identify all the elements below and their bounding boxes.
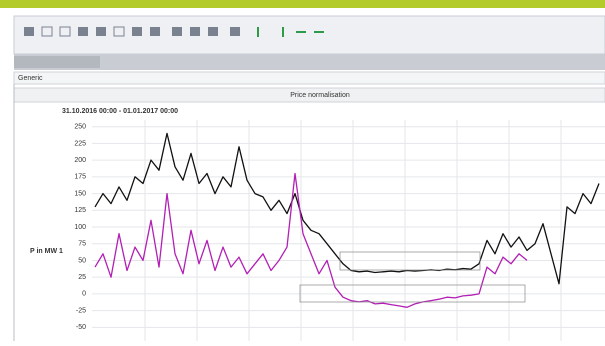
series-line xyxy=(94,172,528,308)
tool-icon[interactable] xyxy=(96,27,106,36)
vertical-grid xyxy=(144,120,562,341)
tab-row xyxy=(13,71,605,85)
chart-title: Price normalisation xyxy=(290,92,350,99)
y-tick-label: 25 xyxy=(78,274,86,281)
y-tick-label: -25 xyxy=(76,307,86,314)
y-tick-label: 75 xyxy=(78,241,86,248)
y-tick-label: 175 xyxy=(74,174,86,181)
tool-icon[interactable] xyxy=(24,27,34,36)
toolbar xyxy=(13,15,605,55)
y-tick-label: 50 xyxy=(78,257,86,264)
tool-icon[interactable] xyxy=(150,27,160,36)
y-tick-label: 250 xyxy=(74,124,86,131)
tool-icon[interactable] xyxy=(172,27,182,36)
tool-icon[interactable] xyxy=(41,26,53,37)
y-tick-label: 200 xyxy=(74,157,86,164)
tool-icon[interactable] xyxy=(208,27,218,36)
tool-icon[interactable] xyxy=(78,27,88,36)
tool-icon[interactable] xyxy=(113,26,125,37)
y-tick-label: -50 xyxy=(76,324,86,331)
series-line xyxy=(94,132,600,285)
tab-label[interactable]: Generic xyxy=(18,75,43,82)
tool-icon[interactable] xyxy=(132,27,142,36)
y-tick-label: 125 xyxy=(74,207,86,214)
y-tick-label: 100 xyxy=(74,224,86,231)
arrow-icons xyxy=(257,27,324,37)
y-tick-label: 0 xyxy=(82,291,86,298)
range-boxes xyxy=(299,251,526,303)
tool-icon[interactable] xyxy=(230,27,240,36)
y-tick-label: 150 xyxy=(74,190,86,197)
tool-icon[interactable] xyxy=(59,26,71,37)
y-tick-label: 225 xyxy=(74,140,86,147)
gray-row xyxy=(14,54,605,70)
gap xyxy=(0,8,605,16)
toolbar-icons xyxy=(24,26,240,37)
y-axis-label: P in MW 1 xyxy=(30,248,63,255)
top-bar xyxy=(0,0,605,8)
chart-subtitle: 31.10.2016 00:00 - 01.01.2017 00:00 xyxy=(62,108,178,115)
tool-icon[interactable] xyxy=(190,27,200,36)
gray-tab xyxy=(14,56,100,68)
